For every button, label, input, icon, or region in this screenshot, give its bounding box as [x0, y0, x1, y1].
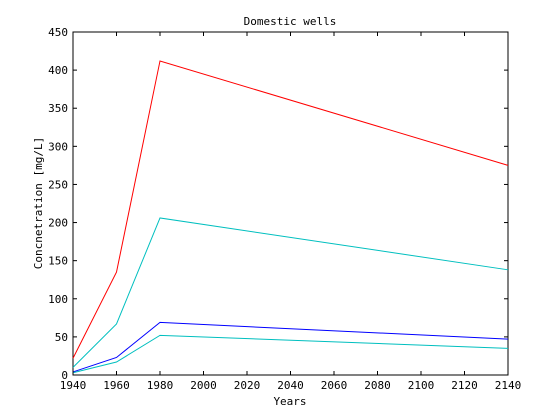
y-tick-label: 100 [48, 293, 68, 306]
y-tick-label: 300 [48, 140, 68, 153]
x-tick-label: 2100 [408, 379, 435, 392]
y-tick-label: 150 [48, 255, 68, 268]
x-tick-label: 2040 [277, 379, 304, 392]
plot-area [73, 32, 508, 375]
y-axis-label: Concnetration [mg/L] [32, 137, 45, 269]
x-tick-label: 1960 [103, 379, 130, 392]
x-tick-label: 2080 [364, 379, 391, 392]
chart-title: Domestic wells [244, 15, 337, 28]
y-tick-label: 50 [55, 331, 68, 344]
y-tick-label: 450 [48, 26, 68, 39]
x-tick-label: 2060 [321, 379, 348, 392]
x-axis-label: Years [273, 395, 306, 408]
x-tick-label: 1980 [147, 379, 174, 392]
y-tick-label: 350 [48, 102, 68, 115]
x-tick-label: 2140 [495, 379, 522, 392]
x-tick-label: 2000 [190, 379, 217, 392]
x-tick-label: 2120 [451, 379, 478, 392]
y-tick-label: 250 [48, 178, 68, 191]
x-tick-label: 2020 [234, 379, 261, 392]
y-tick-label: 200 [48, 217, 68, 230]
y-tick-label: 0 [61, 369, 68, 382]
y-tick-label: 400 [48, 64, 68, 77]
